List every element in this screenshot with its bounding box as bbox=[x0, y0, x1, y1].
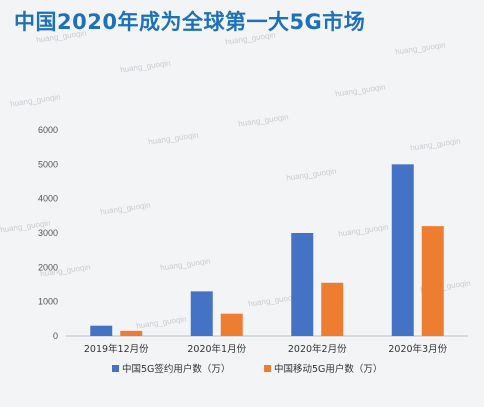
bar bbox=[291, 233, 314, 336]
x-category-label: 2020年1月份 bbox=[187, 343, 246, 355]
y-tick-label: 1000 bbox=[38, 297, 58, 307]
bar bbox=[321, 282, 344, 336]
y-tick-label: 2000 bbox=[38, 262, 58, 272]
y-tick-label: 4000 bbox=[38, 194, 58, 204]
y-tick-label: 3000 bbox=[38, 228, 58, 238]
bar bbox=[421, 226, 444, 336]
legend-label: 中国移动5G用户数（万） bbox=[274, 363, 382, 375]
page-title: 中国2020年成为全球第一大5G市场 bbox=[14, 10, 366, 34]
legend-label: 中国5G签约用户数（万） bbox=[122, 363, 230, 375]
y-tick-label: 6000 bbox=[38, 125, 58, 135]
legend-swatch bbox=[264, 365, 271, 372]
x-category-label: 2020年3月份 bbox=[388, 343, 447, 355]
x-category-label: 2019年12月份 bbox=[84, 343, 149, 355]
bar bbox=[120, 330, 143, 336]
bar bbox=[90, 325, 113, 336]
bar bbox=[190, 291, 213, 336]
legend-swatch bbox=[112, 365, 119, 372]
y-tick-label: 5000 bbox=[38, 159, 58, 169]
bar bbox=[220, 313, 243, 336]
y-tick-label: 0 bbox=[53, 331, 58, 341]
x-category-label: 2020年2月份 bbox=[288, 343, 347, 355]
bar bbox=[391, 164, 414, 336]
